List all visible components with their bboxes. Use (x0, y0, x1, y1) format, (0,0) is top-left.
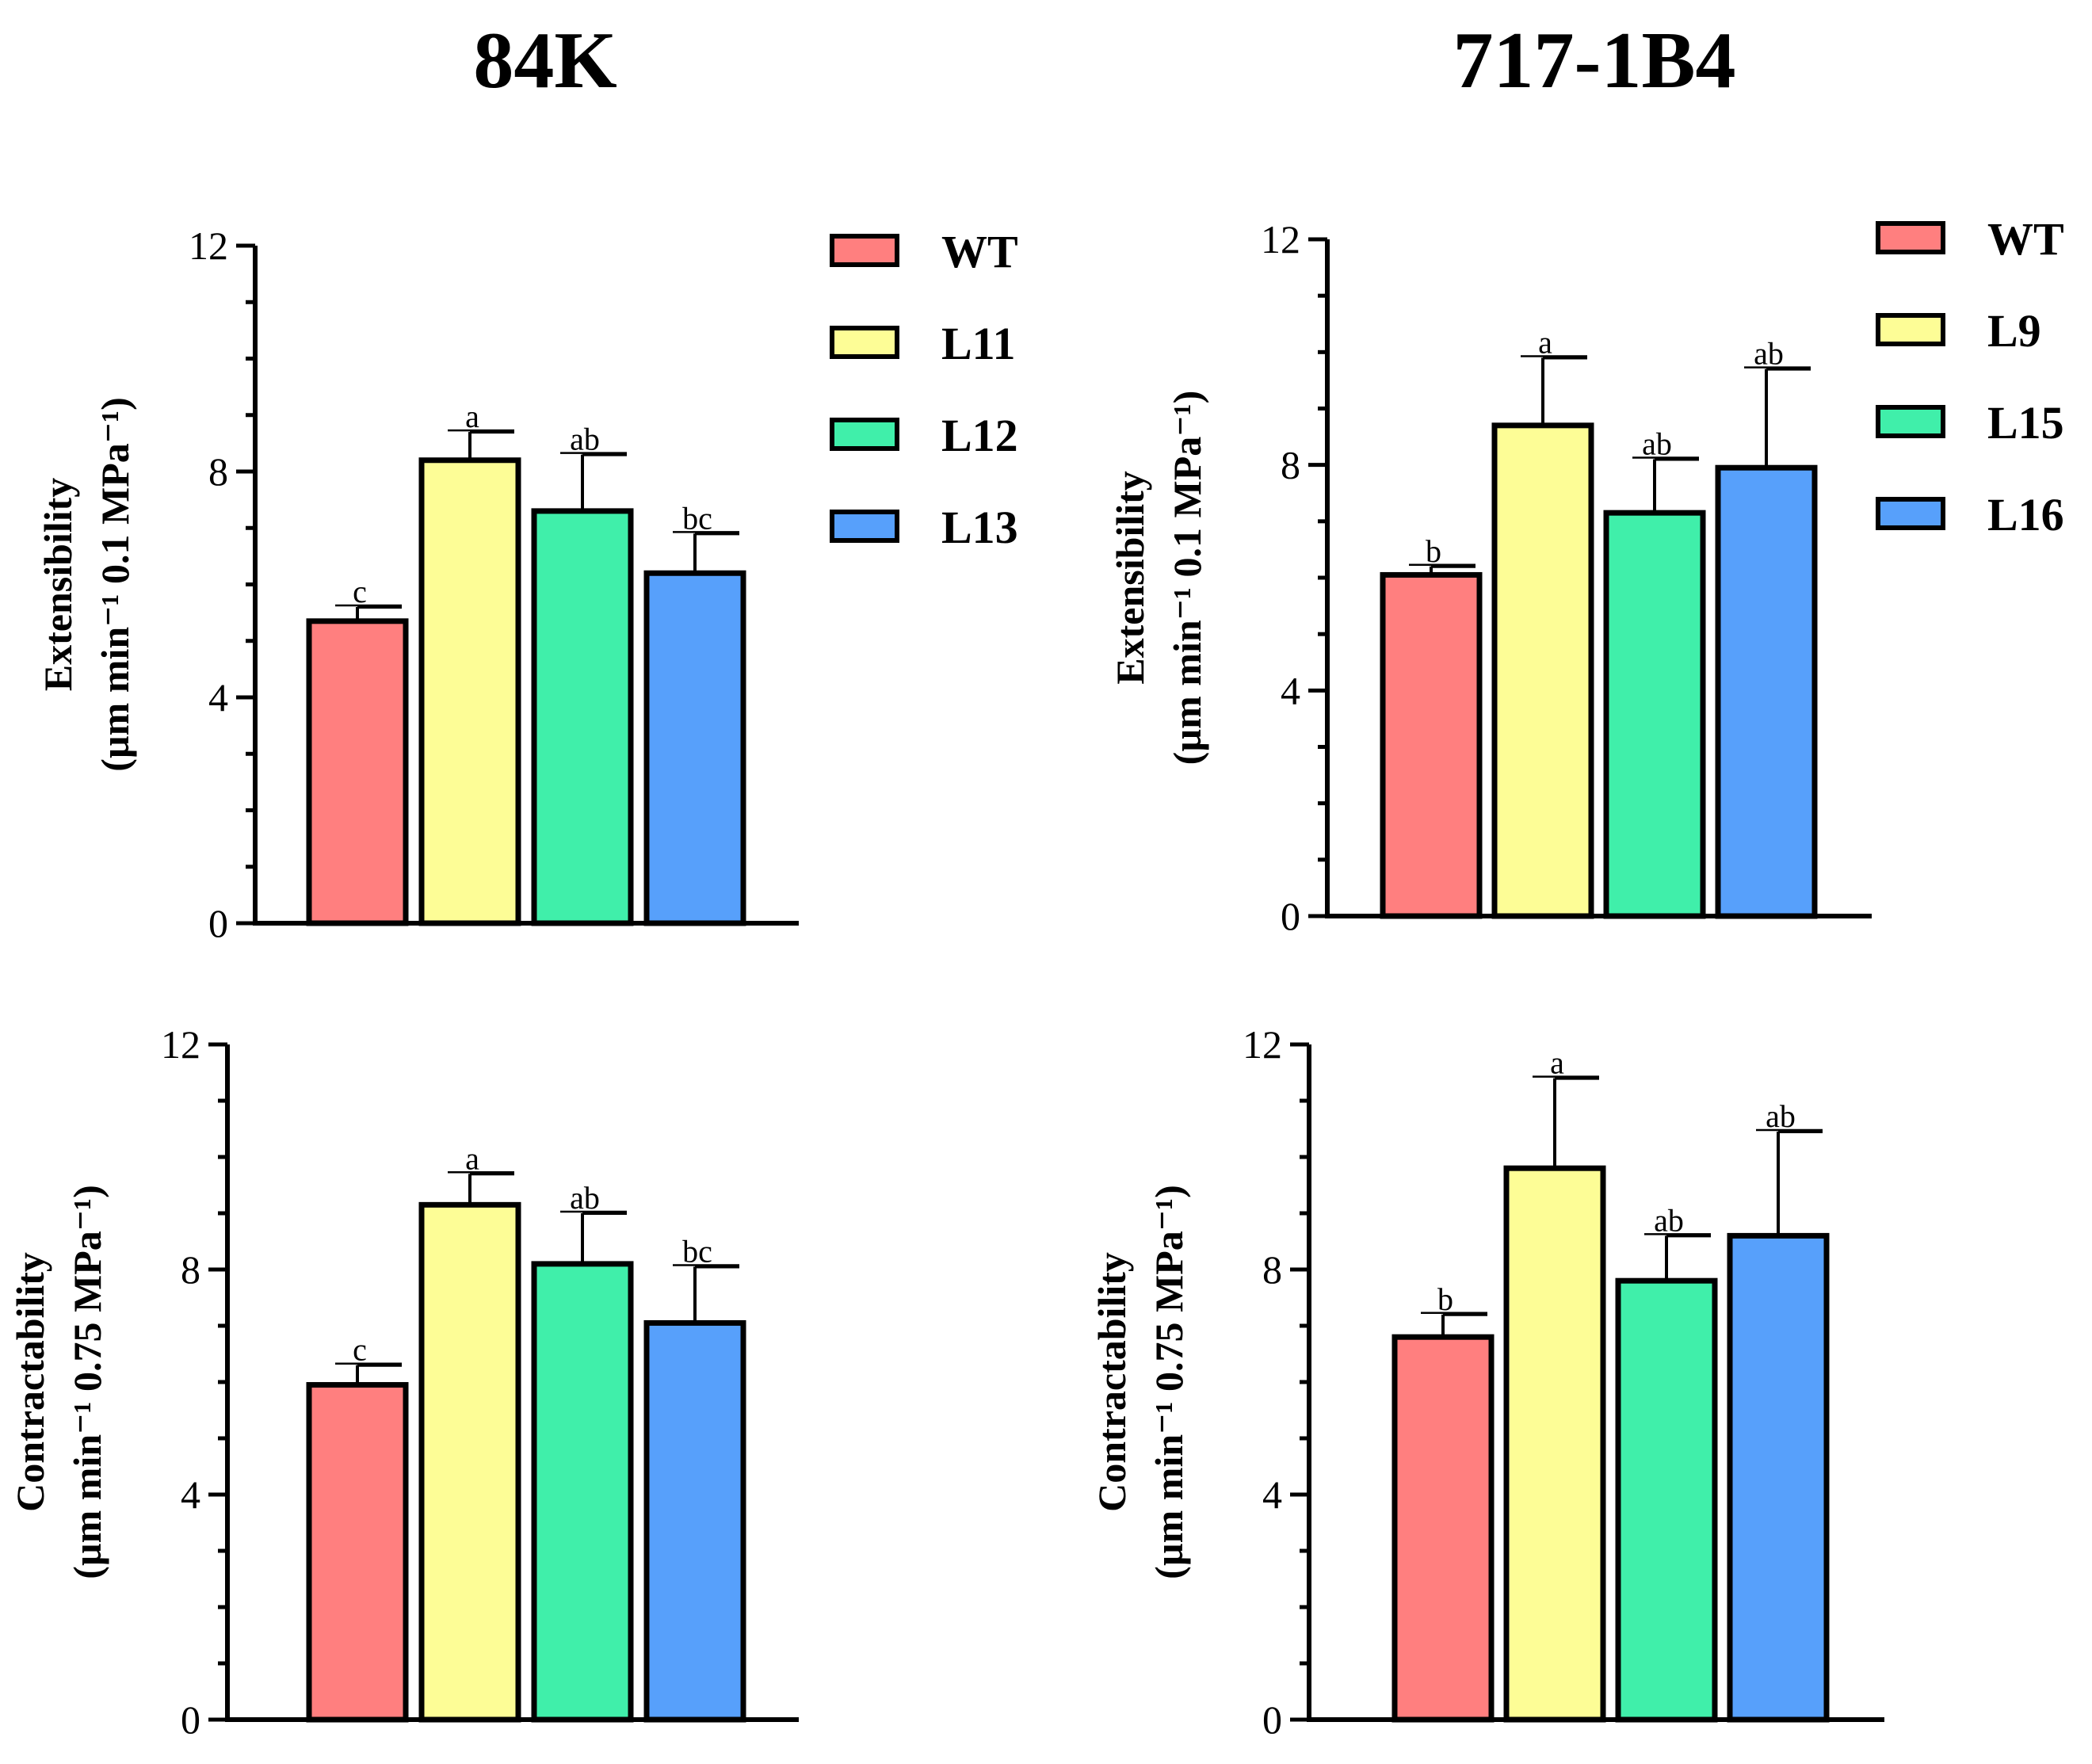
legend-label-wt: WT (941, 226, 1018, 277)
significance-label: a (1538, 324, 1552, 360)
legend-label-l11: L11 (941, 318, 1016, 369)
significance-label: b (1426, 533, 1441, 569)
y-tick-label: 4 (1262, 1472, 1282, 1517)
bar-l13 (643, 570, 746, 926)
y-tick-label: 4 (181, 1472, 200, 1517)
significance-label: ab (1654, 1202, 1684, 1238)
y-axis-unit-label: (µm min⁻¹ 0.1 MPa⁻¹) (1165, 391, 1209, 766)
bar-l12 (531, 1261, 634, 1723)
y-tick-label: 4 (1281, 668, 1300, 712)
bar-l11 (418, 1201, 521, 1723)
significance-label: ab (1642, 426, 1672, 462)
legend-label-l16: L16 (1987, 489, 2064, 540)
legend-swatch-l15 (1876, 405, 1945, 438)
y-axis-label: Contractability (1090, 1252, 1134, 1512)
significance-label: a (1550, 1045, 1564, 1081)
bar-wt (1380, 571, 1483, 919)
legend-1: WT L11 L12 L13 (830, 226, 1018, 553)
y-tick-label: 12 (161, 1022, 200, 1067)
legend-swatch-wt (1876, 221, 1945, 254)
bar-l13 (643, 1319, 746, 1723)
bar-l11 (418, 457, 521, 926)
bar-wt (306, 1382, 409, 1723)
column-title-84k: 84K (473, 16, 617, 105)
significance-label: bc (682, 500, 712, 536)
significance-label: b (1437, 1281, 1453, 1317)
y-tick-label: 12 (1243, 1022, 1282, 1067)
y-tick-label: 0 (208, 901, 228, 945)
bar-l9 (1503, 1165, 1606, 1723)
bar-l16 (1715, 464, 1818, 919)
y-tick-label: 8 (208, 449, 228, 494)
y-tick-label: 8 (1262, 1247, 1282, 1292)
legend-swatch-wt (830, 234, 899, 267)
legend-2: WT L9 L15 L16 (1876, 213, 2064, 540)
y-axis-label: Extensibility (36, 478, 80, 691)
y-tick-label: 12 (189, 223, 228, 268)
y-tick-label: 0 (1262, 1697, 1282, 1742)
column-title-717-1b4: 717-1B4 (1453, 16, 1736, 105)
y-tick-label: 8 (181, 1247, 200, 1292)
y-axis-label: Extensibility (1108, 471, 1152, 684)
y-axis-label: Contractability (8, 1252, 52, 1512)
legend-label-l12: L12 (941, 410, 1018, 461)
chart-panel-2: 0 4 8 12 Extensibility (µm min⁻¹ 0.1 MPa⁻¹) b a… (1108, 217, 1872, 938)
y-axis-unit-label: (µm min⁻¹ 0.75 MPa⁻¹) (1147, 1185, 1191, 1579)
legend-label-l9: L9 (1987, 305, 2041, 357)
bar-l9 (1491, 422, 1594, 919)
bar-l16 (1727, 1232, 1830, 1723)
y-tick-label: 4 (208, 675, 228, 720)
legend-swatch-l12 (830, 418, 899, 451)
chart-panel-4: 0 4 8 12 Contractability (µm min⁻¹ 0.75 MPa⁻¹… (1090, 1022, 1884, 1742)
bar-l15 (1603, 510, 1706, 919)
plots-group: 0 4 8 12 Extensibility (µm min⁻¹ 0.1 MPa⁻¹) c a… (8, 217, 1884, 1742)
chart-panel-3: 0 4 8 12 Contractability (µm min⁻¹ 0.75 MPa⁻¹… (8, 1022, 799, 1742)
significance-label: ab (570, 422, 600, 457)
bar-wt (1391, 1334, 1495, 1723)
significance-label: a (465, 399, 479, 434)
significance-label: ab (1754, 336, 1784, 372)
legend-swatch-l16 (1876, 497, 1945, 530)
y-tick-label: 0 (1281, 894, 1300, 938)
legend-swatch-l9 (1876, 313, 1945, 346)
y-tick-label: 12 (1261, 217, 1300, 262)
bar-l15 (1615, 1277, 1718, 1723)
bar-l12 (531, 508, 634, 926)
significance-label: ab (1766, 1098, 1796, 1134)
legends-group: WT L11 L12 L13 WT L9 L15 L16 (830, 213, 2064, 553)
legend-swatch-l13 (830, 510, 899, 543)
significance-label: c (353, 1332, 367, 1368)
legend-label-l15: L15 (1987, 397, 2064, 449)
legend-label-wt: WT (1987, 213, 2064, 265)
legend-label-l13: L13 (941, 502, 1018, 553)
y-axis-unit-label: (µm min⁻¹ 0.75 MPa⁻¹) (65, 1185, 109, 1579)
significance-label: c (353, 574, 367, 609)
significance-label: bc (682, 1233, 712, 1269)
significance-label: ab (570, 1180, 600, 1216)
y-tick-label: 0 (181, 1697, 200, 1742)
y-axis-unit-label: (µm min⁻¹ 0.1 MPa⁻¹) (93, 397, 137, 772)
bar-wt (306, 618, 409, 926)
legend-swatch-l11 (830, 326, 899, 359)
y-tick-label: 8 (1281, 443, 1300, 487)
significance-label: a (465, 1140, 479, 1176)
chart-panel-1: 0 4 8 12 Extensibility (µm min⁻¹ 0.1 MPa⁻¹) c a… (36, 223, 799, 945)
